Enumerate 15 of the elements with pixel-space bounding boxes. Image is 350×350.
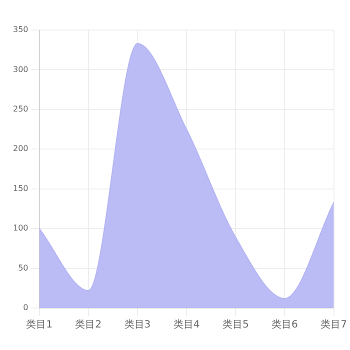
- x-tick-label: 类目7: [320, 318, 348, 331]
- x-tick-label: 类目1: [26, 318, 52, 331]
- y-tick-label: 0: [23, 303, 28, 312]
- y-tick-label: 50: [18, 263, 28, 272]
- x-tick-label: 类目2: [75, 318, 102, 331]
- y-tick-label: 150: [12, 184, 28, 193]
- y-tick-label: 200: [12, 144, 28, 154]
- y-tick-label: 100: [12, 224, 28, 233]
- x-tick-label: 类目6: [272, 318, 298, 331]
- x-tick-label: 类目5: [222, 318, 249, 331]
- y-tick-label: 300: [12, 64, 28, 74]
- x-tick-label: 类目3: [124, 318, 151, 331]
- y-tick-label: 250: [12, 104, 28, 114]
- y-tick-label: 350: [12, 25, 28, 34]
- x-tick-label: 类目4: [173, 318, 200, 331]
